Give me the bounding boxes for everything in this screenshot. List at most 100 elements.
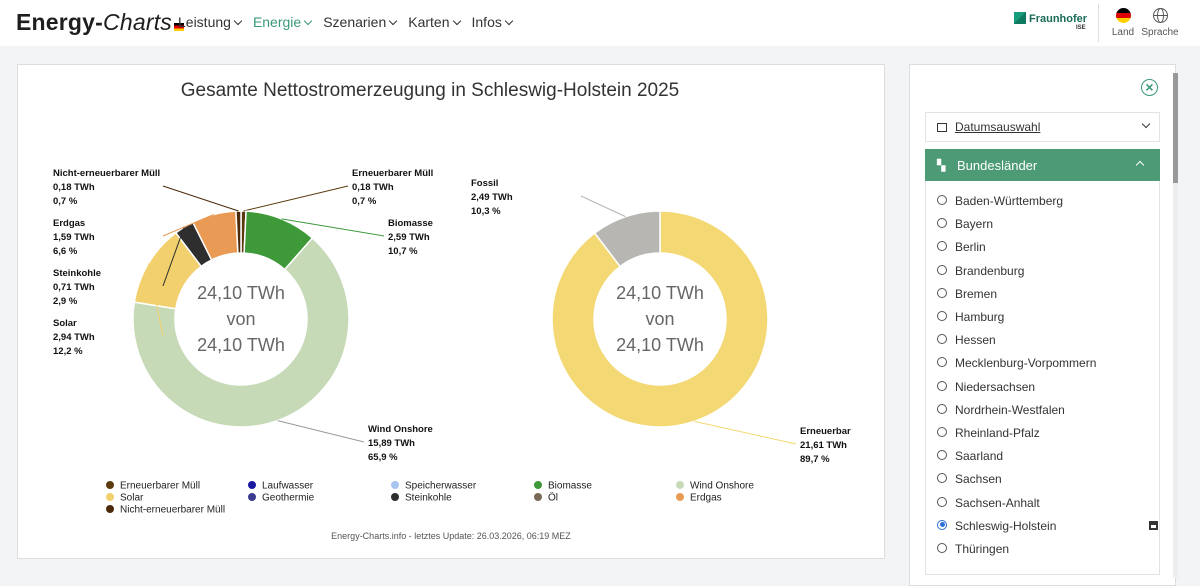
state-label: Rheinland-Pfalz: [955, 426, 1040, 440]
radio-button[interactable]: [937, 496, 947, 507]
top-navigation-bar: Energy-Charts Leistung Energie Szenarien…: [0, 0, 1200, 46]
donut-slice: [593, 210, 661, 268]
slice-data-label: 0,71 TWh: [53, 282, 95, 293]
state-label: Schleswig-Holstein: [955, 518, 1057, 533]
sidebar-panel: × Datumsauswahl ▚ Bundesländer Baden-Wür…: [909, 64, 1178, 586]
country-selector[interactable]: Land: [1103, 6, 1143, 38]
state-label: Niedersachsen: [955, 379, 1036, 394]
radio-button[interactable]: [937, 287, 947, 298]
donut-center-text: von: [645, 309, 674, 329]
radio-button[interactable]: [937, 403, 947, 414]
language-selector[interactable]: Sprache: [1140, 6, 1180, 38]
radio-button[interactable]: [937, 241, 947, 252]
legend-label: Geothermie: [262, 493, 315, 504]
date-selection-dropdown[interactable]: Datumsauswahl: [925, 112, 1160, 142]
legend-marker: [534, 493, 542, 501]
donut-charts: Erneuerbarer Müll 0,18 TWh 0,7 % Biomasse 2,…: [53, 168, 851, 516]
germany-round-flag-icon: [1115, 8, 1131, 23]
chevron-down-icon: [303, 16, 313, 26]
state-option[interactable]: Niedersachsen: [937, 380, 1035, 394]
calendar-icon: [937, 123, 947, 132]
state-option[interactable]: Thüringen: [937, 542, 1009, 556]
calendar-check-icon[interactable]: [1149, 520, 1158, 530]
nav-infos[interactable]: Infos: [472, 14, 514, 30]
state-label: Thüringen: [955, 542, 1010, 556]
slice-data-label: 0,7 %: [352, 196, 377, 207]
legend-marker: [534, 481, 542, 489]
state-option[interactable]: Nordrhein-Westfalen: [937, 403, 1065, 417]
slice-data-label: 2,49 TWh: [471, 192, 513, 203]
leader-line: [281, 218, 385, 237]
state-label: Nordrhein-Westfalen: [955, 402, 1065, 417]
sidebar-scrollbar[interactable]: [1173, 73, 1178, 578]
state-option[interactable]: Bremen: [937, 287, 997, 301]
states-accordion-header[interactable]: ▚ Bundesländer: [925, 149, 1160, 181]
radio-button[interactable]: [937, 427, 947, 437]
nav-energie[interactable]: Energie: [252, 14, 313, 30]
close-icon[interactable]: ×: [1141, 79, 1158, 96]
nav-leistung[interactable]: Leistung: [178, 14, 243, 30]
radio-button[interactable]: [937, 311, 947, 321]
radio-button[interactable]: [937, 519, 947, 530]
slice-data-label: 12,2 %: [53, 346, 83, 357]
chevron-down-icon: [389, 16, 398, 26]
legend-label: Nicht-erneuerbarer Müll: [120, 505, 225, 516]
state-option[interactable]: Baden-Württemberg: [937, 194, 1063, 208]
state-label: Baden-Württemberg: [955, 194, 1064, 208]
slice-data-label: Erdgas: [53, 218, 85, 229]
donut-slice: [132, 236, 350, 428]
state-option[interactable]: Sachsen: [937, 472, 1002, 486]
legend-marker: [106, 493, 114, 501]
legend-marker: [676, 493, 684, 501]
state-option[interactable]: Bayern: [937, 217, 993, 231]
nav-karten[interactable]: Karten: [408, 14, 461, 30]
legend-marker: [248, 493, 256, 501]
radio-button[interactable]: [937, 473, 947, 484]
slice-data-label: Wind Onshore: [368, 424, 433, 435]
state-label: Hamburg: [955, 310, 1005, 324]
state-option[interactable]: Berlin: [937, 240, 986, 254]
leader-line: [162, 214, 215, 237]
energy-charts-logo[interactable]: Energy-Charts: [16, 9, 184, 36]
slice-data-label: Biomasse: [388, 218, 433, 229]
radio-button[interactable]: [937, 264, 947, 275]
legend-marker: [391, 481, 399, 489]
legend-label: Solar: [120, 493, 144, 504]
state-option[interactable]: Brandenburg: [937, 264, 1024, 278]
scrollbar-thumb[interactable]: [1173, 73, 1178, 183]
radio-button[interactable]: [937, 450, 947, 461]
nav-energie-label: Energie: [252, 14, 302, 30]
chart-title: Gesamte Nettostromerzeugung in Schleswig…: [180, 80, 680, 101]
leader-line: [694, 420, 797, 445]
nav-szenarien[interactable]: Szenarien: [323, 14, 398, 30]
state-option[interactable]: Saarland: [937, 449, 1003, 463]
nav-leistung-label: Leistung: [178, 14, 231, 30]
slice-data-label: 2,59 TWh: [388, 232, 430, 243]
chevron-down-icon: [233, 16, 243, 26]
legend-label: Erneuerbarer Müll: [120, 481, 200, 492]
state-option[interactable]: Hamburg: [937, 310, 1004, 324]
state-option[interactable]: Schleswig-Holstein: [937, 518, 1158, 533]
radio-button[interactable]: [937, 380, 947, 391]
state-label: Bremen: [955, 286, 998, 301]
chart-card: Gesamte Nettostromerzeugung in Schleswig…: [17, 64, 885, 559]
legend-label: Speicherwasser: [405, 481, 477, 492]
legend-marker: [106, 481, 114, 489]
state-option[interactable]: Hessen: [937, 333, 996, 347]
language-label: Sprache: [1141, 27, 1179, 38]
state-label: Berlin: [955, 240, 986, 255]
states-list: Baden-Württemberg Bayern Berlin Brandenburg…: [925, 181, 1160, 575]
fraunhofer-logo[interactable]: Fraunhofer ISE: [1014, 12, 1087, 31]
state-option[interactable]: Sachsen-Anhalt: [937, 496, 1040, 510]
chevron-up-icon: [1135, 160, 1145, 170]
radio-button[interactable]: [937, 195, 947, 205]
slice-data-label: Erneuerbar: [800, 426, 851, 437]
radio-button[interactable]: [937, 357, 947, 368]
radio-button[interactable]: [937, 334, 947, 345]
chevron-down-icon: [452, 16, 461, 26]
radio-button[interactable]: [937, 543, 947, 553]
radio-button[interactable]: [937, 218, 947, 229]
state-option[interactable]: Rheinland-Pfalz: [937, 426, 1040, 440]
state-label: Mecklenburg-Vorpommern: [955, 356, 1097, 371]
state-option[interactable]: Mecklenburg-Vorpommern: [937, 356, 1096, 370]
